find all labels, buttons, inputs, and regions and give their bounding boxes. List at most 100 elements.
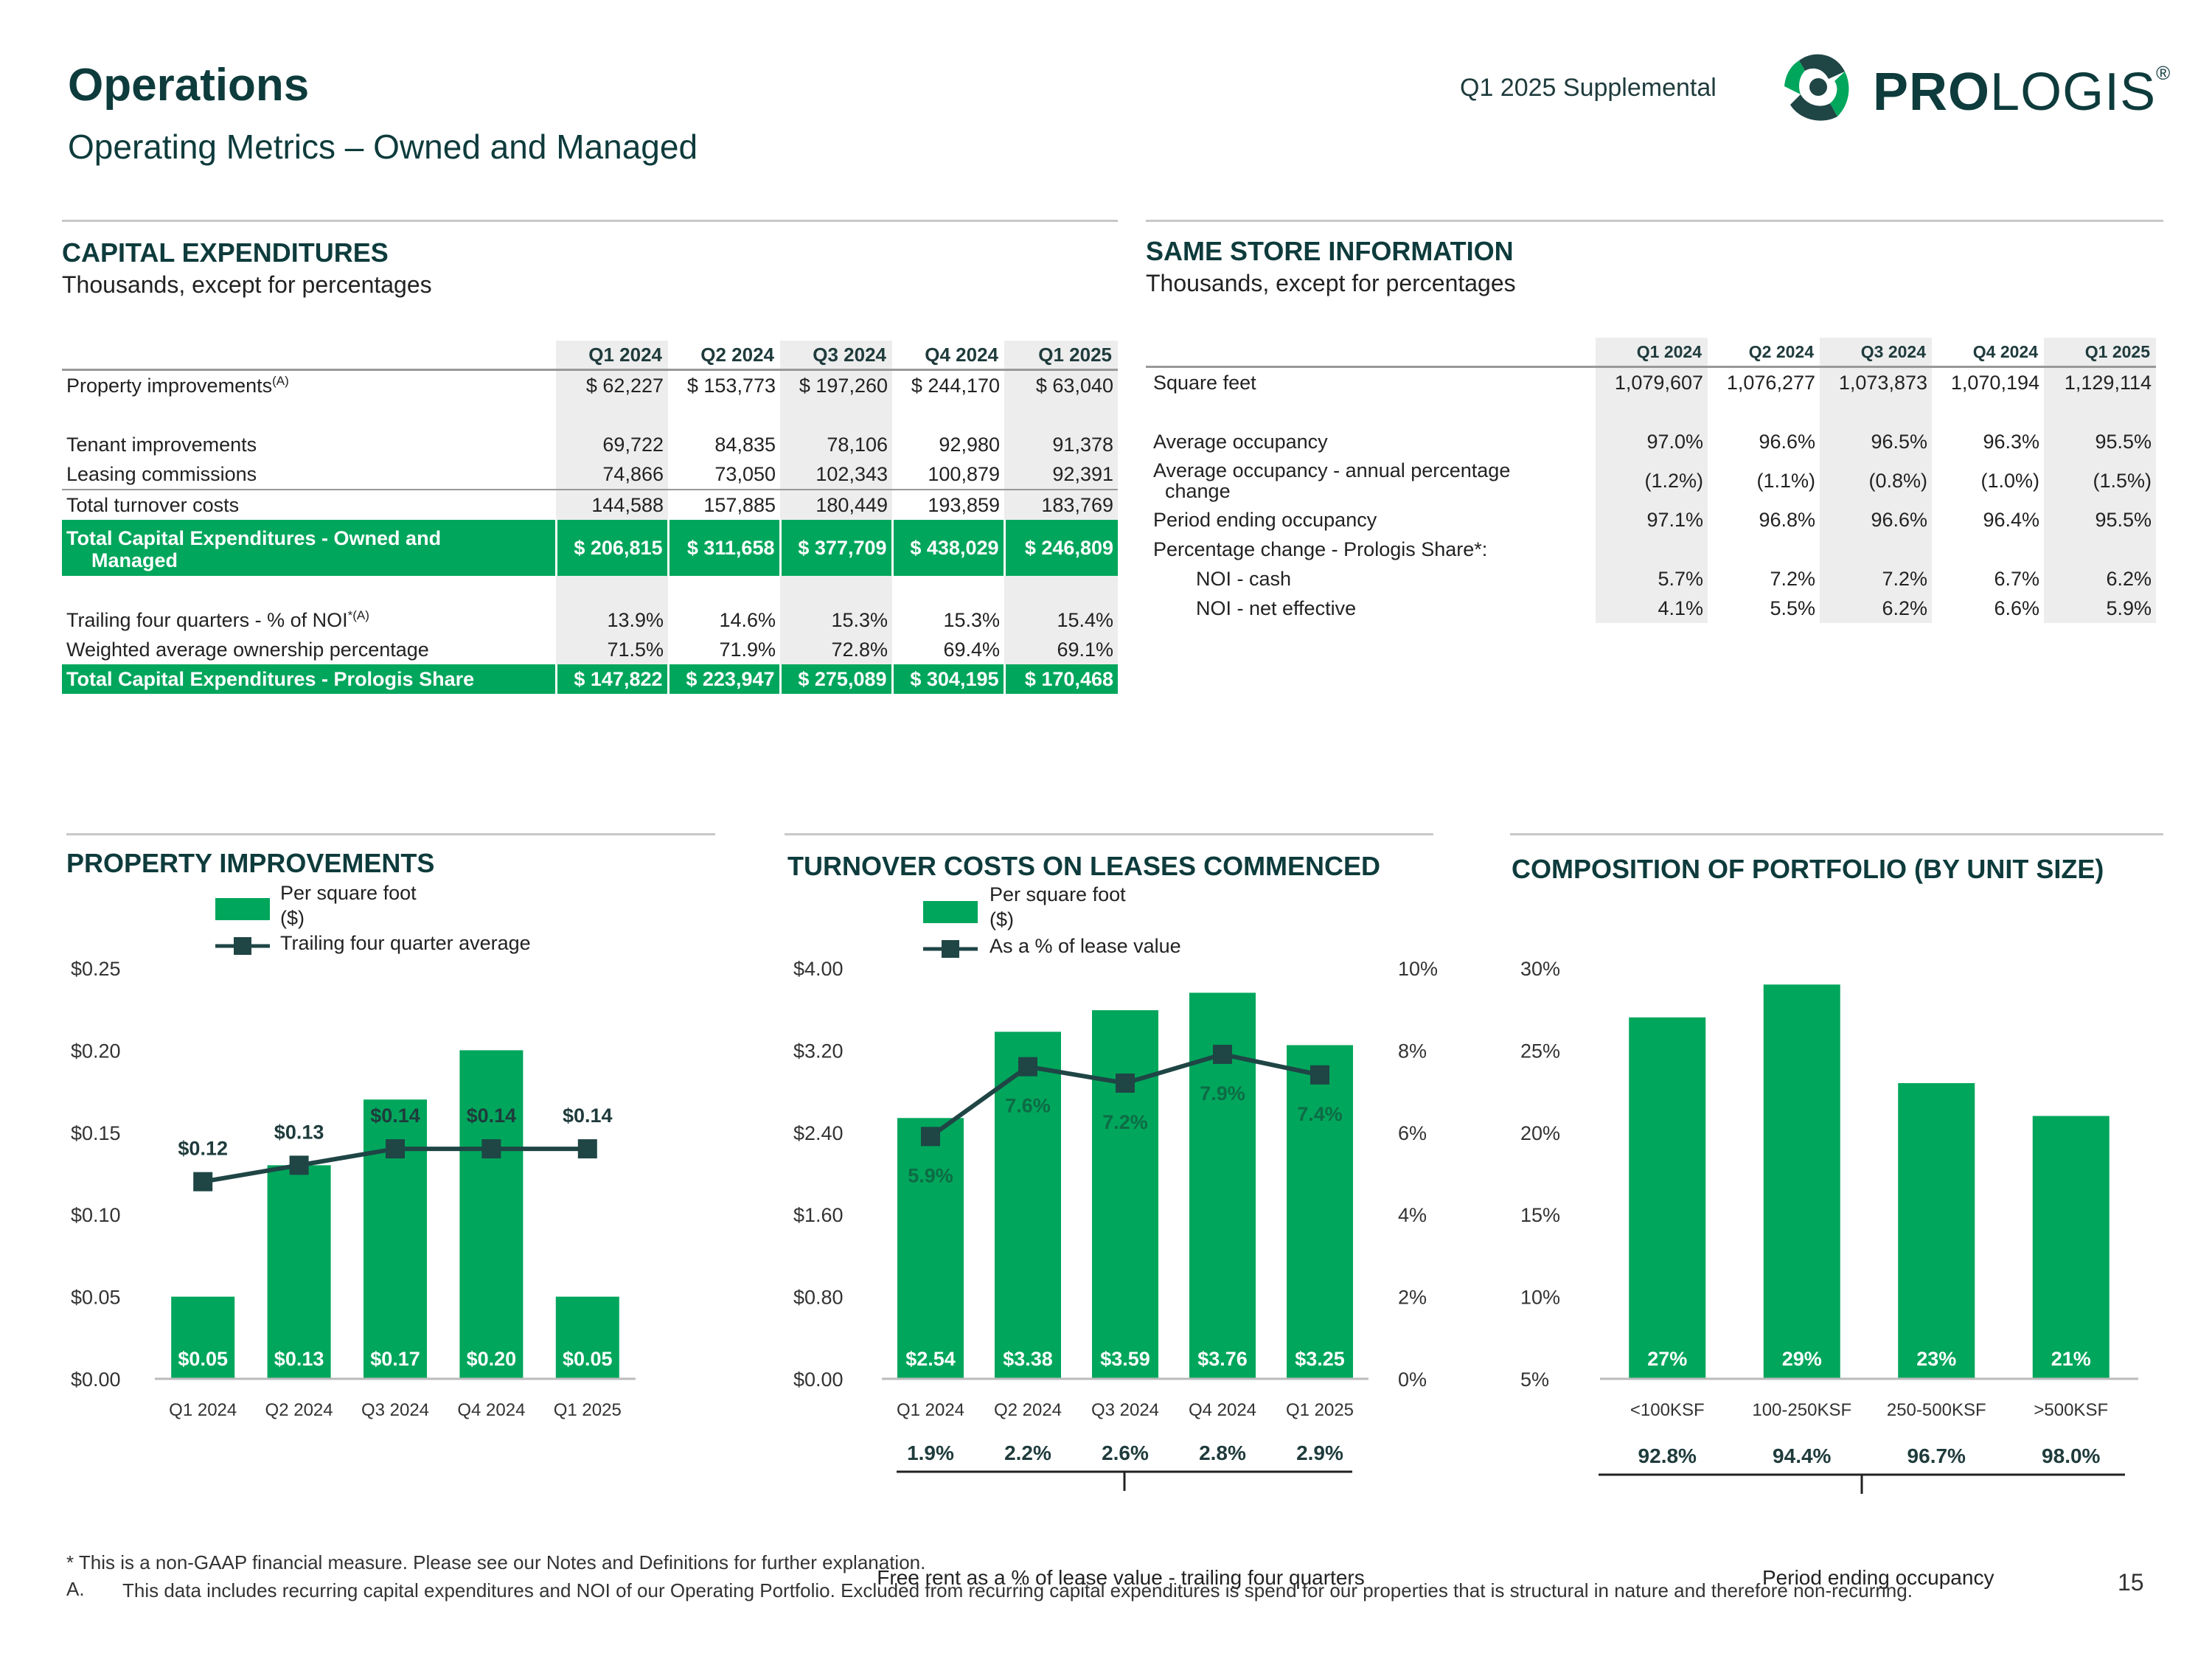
chart2-y-tick-label: $0.80 [793, 1287, 844, 1309]
row-label: Tenant improvements [66, 433, 257, 456]
cell: $ 206,815 [554, 520, 668, 576]
chart2-x-tick-label: Q4 2024 [1189, 1400, 1256, 1420]
chart2-line-point [1310, 1065, 1329, 1085]
cell: 183,769 [1004, 490, 1118, 520]
cell: $ 62,227 [556, 369, 668, 400]
chart2-y2-tick-label: 2% [1398, 1287, 1427, 1309]
capex-heading: CAPITAL EXPENDITURES [62, 237, 389, 268]
table-row: Average occupancy 97.0% 96.6% 96.5% 96.3… [1146, 427, 2156, 456]
logo-wordmark: PROLOGIS® [1873, 62, 2171, 122]
cell: 71.5% [556, 635, 668, 664]
row-label: Average occupancy [1153, 430, 1328, 453]
capex-col-q1-2025: Q1 2025 [1004, 341, 1118, 370]
chart3-title: COMPOSITION OF PORTFOLIO (BY UNIT SIZE) [1512, 854, 2104, 884]
chart2-line-label: 5.9% [908, 1164, 953, 1186]
chart2-footer-value: 2.2% [1004, 1441, 1051, 1464]
chart3-bar-label: 29% [1782, 1348, 1822, 1370]
cell: 95.5% [2044, 505, 2156, 535]
chart1-bar-label: $0.17 [370, 1348, 420, 1370]
cell: 13.9% [556, 605, 668, 635]
table-row: NOI - net effective 4.1% 5.5% 6.2% 6.6% … [1146, 594, 2156, 623]
cell: 96.4% [1983, 508, 2039, 531]
cell: 71.9% [719, 638, 776, 661]
capex-col-q2-2024: Q2 2024 [700, 343, 774, 366]
chart2-line-label: 7.6% [1005, 1095, 1051, 1117]
chart2-footer-label: Free rent as a % of lease value - traili… [877, 1566, 1365, 1589]
chart2-bar [1092, 1010, 1158, 1379]
chart1-bar [267, 1165, 331, 1379]
chart1-x-tick-label: Q3 2024 [361, 1400, 429, 1420]
ss-col-q3-2024: Q3 2024 [1820, 338, 1932, 367]
table-row: Average occupancy - annual percentage cha… [1146, 456, 2156, 505]
capex-header-row: Q1 2024 Q2 2024 Q3 2024 Q4 2024 Q1 2025 [62, 341, 1118, 370]
chart3-bar-label: 27% [1647, 1348, 1687, 1370]
chart1-line-label: $0.13 [274, 1121, 324, 1143]
chart1-y-tick-label: $0.10 [71, 1204, 121, 1226]
chart2-x-tick-label: Q1 2024 [897, 1400, 964, 1420]
cell: 6.7% [1994, 567, 2039, 590]
cell: 15.3% [780, 605, 892, 635]
chart1-x-tick-label: Q4 2024 [457, 1400, 525, 1420]
legend-label-line: Trailing four quarter average [280, 932, 531, 954]
cell: 1,073,873 [1820, 366, 1932, 397]
chart2-footer-value: 2.9% [1296, 1441, 1343, 1464]
chart1-rule [66, 833, 715, 835]
cell: $ 311,658 [667, 520, 780, 576]
table-row: Leasing commissions 74,866 73,050 102,34… [62, 459, 1118, 490]
chart1-bar [555, 1296, 619, 1379]
chart1-line-point [289, 1155, 309, 1175]
cell: 5.5% [1770, 597, 1815, 619]
cell: 7.2% [1820, 564, 1932, 594]
cell: 92,980 [939, 433, 1000, 456]
chart2-y2-tick-label: 8% [1398, 1040, 1427, 1062]
chart2-bar-label: $2.54 [905, 1348, 956, 1370]
spacer-row [1146, 397, 2156, 427]
cell: 74,866 [556, 459, 668, 490]
table-row: Property improvements(A) $ 62,227 $ 153,… [62, 369, 1118, 400]
cell: 69,722 [556, 430, 668, 459]
cell: $ 153,773 [686, 374, 776, 397]
cell: 15.4% [1004, 605, 1118, 635]
chart3-y-tick-label: 25% [1520, 1040, 1560, 1062]
chart3-y-tick-label: 10% [1520, 1287, 1560, 1309]
cell: $ 170,468 [1003, 664, 1118, 694]
cell: 96.6% [1820, 505, 1932, 535]
capex-col-q1-2024: Q1 2024 [556, 341, 668, 370]
table-row: Trailing four quarters - % of NOI*(A) 13… [62, 605, 1118, 635]
supplemental-label: Q1 2025 Supplemental [1460, 74, 1717, 102]
chart1-y-tick-label: $0.20 [71, 1040, 121, 1062]
ss-col-q1-2024: Q1 2024 [1596, 338, 1708, 367]
cell: (1.2%) [1596, 456, 1708, 505]
chart2-x-tick-label: Q1 2025 [1286, 1400, 1354, 1420]
cell: 72.8% [780, 635, 892, 664]
row-label: Property improvements(A) [66, 374, 289, 397]
cell: 1,076,277 [1726, 371, 1815, 394]
chart1-x-tick-label: Q1 2025 [554, 1400, 622, 1420]
table-row: Square feet 1,079,607 1,076,277 1,073,87… [1146, 366, 2156, 397]
capex-subheading: Thousands, except for percentages [62, 271, 432, 298]
chart1-bar [171, 1296, 235, 1379]
chart3-x-tick-label: 250-500KSF [1887, 1400, 1986, 1420]
cell: 6.2% [2044, 564, 2156, 594]
cell: 100,879 [928, 462, 1000, 485]
cell: (1.5%) [2044, 456, 2156, 505]
chart2-y-tick-label: $2.40 [793, 1122, 844, 1144]
same-store-header-row: Q1 2024 Q2 2024 Q3 2024 Q4 2024 Q1 2025 [1146, 338, 2156, 367]
row-label: Total turnover costs [66, 493, 240, 516]
prologis-logo: PROLOGIS® [1777, 46, 2175, 127]
spacer-row [62, 576, 1118, 605]
cell: 78,106 [780, 430, 892, 459]
chart2-y2-tick-label: 10% [1398, 958, 1438, 980]
ss-col-q1-2025: Q1 2025 [2044, 338, 2156, 367]
same-store-table: Q1 2024 Q2 2024 Q3 2024 Q4 2024 Q1 2025 … [1146, 338, 2156, 623]
chart2-y2-tick-label: 6% [1398, 1122, 1427, 1144]
cell: 5.9% [2044, 594, 2156, 623]
row-label: Leasing commissions [66, 462, 257, 485]
page-number: 15 [2118, 1569, 2144, 1596]
chart3-bar-label: 23% [1916, 1348, 1956, 1370]
same-store-rule [1146, 220, 2163, 222]
cell: 69.1% [1004, 635, 1118, 664]
legend-label-line-2: As a % of lease value [990, 935, 1181, 957]
chart1-line-point [193, 1172, 213, 1192]
